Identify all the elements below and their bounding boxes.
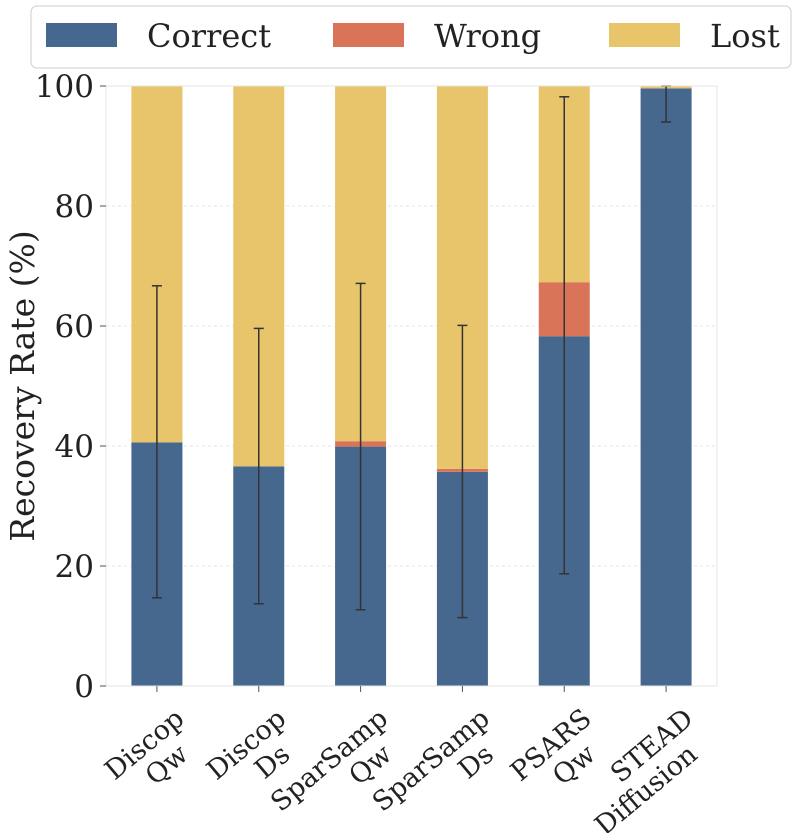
y-axis-label: Recovery Rate (%)	[3, 230, 42, 541]
legend-label-correct: Correct	[147, 17, 271, 55]
legend-box	[30, 5, 792, 69]
grid-lines	[106, 85, 717, 567]
bars	[131, 86, 692, 686]
y-tick-label: 100	[35, 69, 94, 105]
y-tick-label: 80	[55, 189, 94, 225]
plot-frame	[105, 85, 718, 687]
y-tick-label: 0	[74, 669, 94, 705]
bar-correct	[640, 88, 692, 686]
x-tick-label: DiscopQw	[99, 703, 209, 809]
legend-label-lost: Lost	[710, 17, 780, 55]
y-tick-label: 60	[55, 309, 94, 345]
x-tick-label: PSARSQw	[505, 703, 617, 811]
legend-swatch-lost	[609, 23, 680, 47]
error-bars	[151, 85, 672, 619]
legend-swatch-wrong	[333, 23, 404, 47]
chart-legend: Correct Wrong Lost	[30, 5, 792, 69]
y-tick-label: 20	[55, 549, 94, 585]
y-tick-label: 40	[55, 429, 94, 465]
legend-label-wrong: Wrong	[434, 17, 541, 55]
legend-swatch-correct	[46, 23, 117, 47]
